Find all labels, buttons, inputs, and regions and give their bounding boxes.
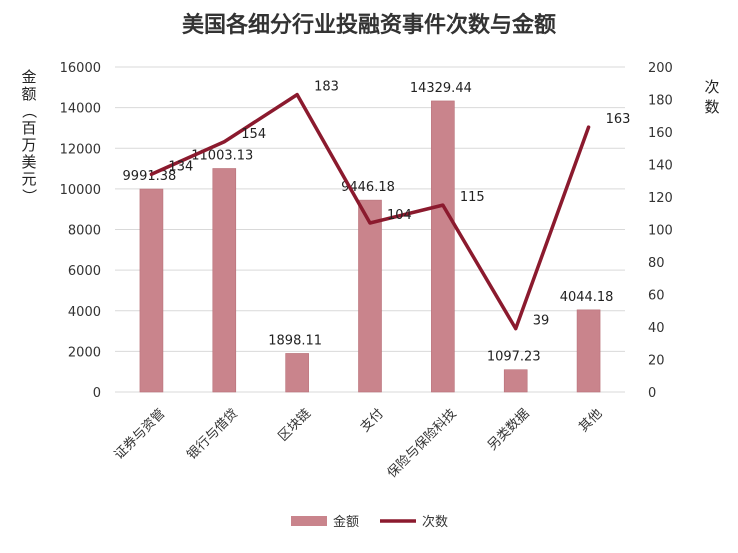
chart-title: 美国各细分行业投融资事件次数与金额 [182,12,556,38]
y-left-axis-title-char: 美 [21,153,36,171]
y-right-axis-title-char: 次 [704,78,719,96]
y-right-tick-label: 140 [648,159,673,174]
y-right-tick-label: 0 [648,386,656,401]
y-right-tick-label: 40 [648,321,665,336]
y-left-tick-label: 2000 [68,345,101,360]
x-category-label: 其他 [576,406,605,435]
y-left-axis-title-char: 额 [21,85,36,103]
bar-value-label: 1898.11 [268,333,322,348]
y-right-tick-label: 200 [648,61,673,76]
x-category-label: 支付 [358,406,387,435]
line-point [441,203,445,207]
line-point [222,140,226,144]
bar-value-label: 9446.18 [341,180,395,195]
line-point [368,221,372,225]
y-left-axis-title-char: 百 [21,119,36,137]
y-left-tick-label: 12000 [60,142,101,157]
bar [212,168,237,393]
legend-bar-label: 金额 [333,514,359,530]
line-value-label: 115 [460,190,485,205]
y-left-tick-label: 8000 [68,224,101,239]
y-right-tick-label: 60 [648,289,665,304]
legend-line-label: 次数 [422,514,448,530]
x-category-label: 区块链 [276,406,314,444]
y-right-tick-label: 100 [648,224,673,239]
y-left-axis-title-char: 元 [21,170,36,188]
legend: 金额 次数 [291,514,448,530]
y-left-tick-label: 6000 [68,264,101,279]
bar-value-label: 4044.18 [560,290,614,305]
line-series: 134 154 183 104 115 39 163 [149,80,631,331]
y-left-axis-title-char: 万 [21,136,36,154]
line-point [514,327,518,331]
bar-value-label: 11003.13 [191,148,253,163]
bar [139,188,164,393]
y-left-tick-label: 10000 [60,183,101,198]
y-left-tick-label: 4000 [68,305,101,320]
y-left-tick-label: 16000 [60,61,101,76]
bar [285,353,309,393]
bar [576,309,601,393]
y-right-tick-label: 160 [648,126,673,141]
bar-series: 9991.38 11003.13 1898.11 9446.18 14329.44 109… [123,81,614,393]
line-value-label: 183 [314,80,339,95]
y-left-tick-label: 14000 [60,102,101,117]
line-value-label: 154 [241,127,266,142]
y-left-axis-title-char: ） [20,188,38,203]
x-category-label: 保险与保险科技 [385,406,460,481]
bar-value-label: 14329.44 [410,81,472,96]
x-category-label: 银行与借贷 [185,406,242,463]
bar-value-label: 1097.23 [487,350,541,365]
bar [431,100,455,393]
legend-bar-swatch [291,516,327,526]
line-value-label: 104 [387,208,412,223]
y-right-tick-label: 120 [648,191,673,206]
x-category-label: 另类数据 [485,406,532,453]
x-category-label: 证券与资管 [111,406,168,463]
line-value-label: 163 [606,112,631,127]
line-value-label: 134 [168,159,193,174]
line-point [295,93,299,97]
y-left-axis-title-char: （ [20,103,38,118]
y-right-tick-label: 80 [648,256,665,271]
bar [358,199,382,393]
line-point [587,125,591,129]
y-left-tick-label: 0 [93,386,101,401]
bar-value-label: 9991.38 [123,169,177,184]
bar [503,369,528,393]
y-right-axis-title-char: 数 [704,98,719,116]
y-left-axis-title-char: 金 [21,68,36,86]
line-point [149,172,153,176]
y-right-tick-label: 180 [648,94,673,109]
y-right-tick-label: 20 [648,354,665,369]
line-value-label: 39 [533,314,550,329]
